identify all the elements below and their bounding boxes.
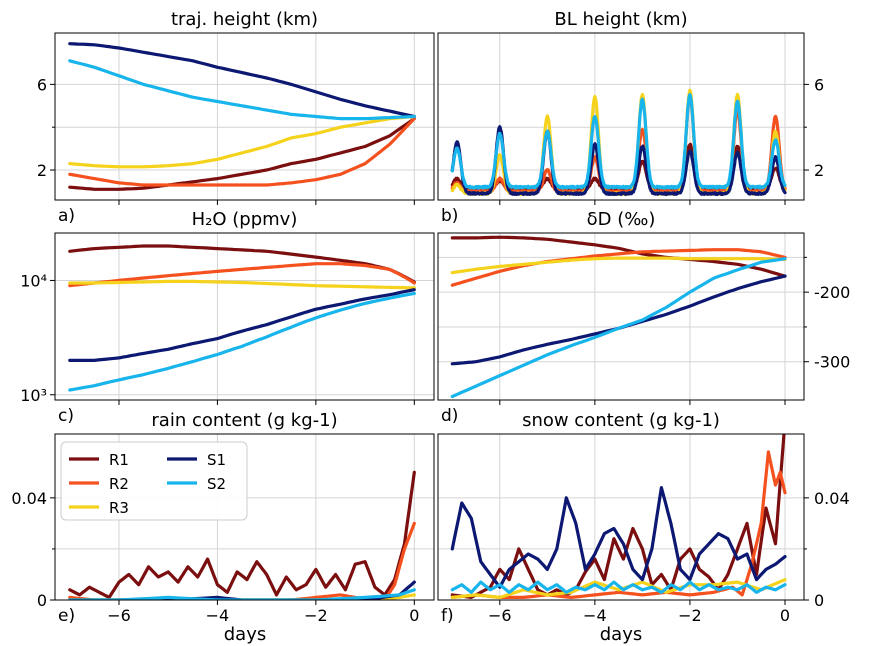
y-tick-label: 10⁴ — [20, 271, 47, 290]
x-axis-label-left: days — [224, 624, 267, 645]
y-tick-label: 10³ — [20, 386, 47, 405]
legend-label-S2: S2 — [207, 475, 226, 493]
plot-frame — [437, 32, 805, 201]
legend-label-R2: R2 — [109, 475, 129, 493]
x-tick-label: 0 — [780, 606, 790, 625]
plot-frame — [437, 433, 805, 601]
panel-title: rain content (g kg-1) — [151, 410, 337, 431]
panel-b: 2 6 BL height (km) b) — [437, 9, 824, 226]
series-group — [68, 244, 416, 392]
plot-frame — [54, 32, 435, 201]
panel-title: traj. height (km) — [171, 9, 318, 30]
series-line-S2 — [450, 580, 787, 594]
panel-title: H₂O (ppmv) — [192, 209, 298, 230]
series-line-R1 — [68, 244, 416, 284]
x-tick-label: −6 — [107, 606, 131, 625]
plot-frame — [437, 232, 805, 401]
series-line-S2 — [450, 93, 787, 190]
panel-d: -200 -300 δD (‰) d) — [437, 209, 850, 426]
series-line-R2 — [68, 262, 416, 288]
x-tick-label: −4 — [206, 606, 230, 625]
series-group — [68, 42, 416, 191]
series-line-R3 — [68, 279, 416, 290]
series-line-R2 — [68, 117, 416, 187]
y-tick-label: 0.04 — [814, 489, 850, 508]
legend: R1 R2 R3 S1 S2 — [60, 441, 248, 521]
panel-f: 0 0.04 −6 −4 −2 0 snow content (g kg-1) f) — [437, 410, 850, 626]
y-tick-label: 2 — [37, 161, 47, 180]
series-line-S2 — [68, 588, 416, 600]
legend-label-R3: R3 — [109, 499, 129, 517]
plot-frame — [54, 433, 435, 601]
series-line-R1 — [450, 434, 786, 599]
legend-label-R1: R1 — [109, 451, 129, 469]
series-line-R1 — [68, 117, 416, 191]
panel-label: c) — [58, 406, 74, 426]
series-group — [450, 434, 787, 599]
panel-title: δD (‰) — [587, 209, 656, 230]
panel-label: f) — [441, 606, 454, 626]
series-group — [450, 88, 787, 196]
legend-label-S1: S1 — [207, 451, 226, 469]
series-line-S2 — [450, 257, 787, 399]
series-line-S1 — [450, 125, 787, 196]
x-tick-label: 0 — [409, 606, 419, 625]
series-group — [68, 470, 416, 600]
y-tick-label: 0.04 — [11, 489, 47, 508]
series-line-R3 — [450, 578, 787, 599]
panel-label: b) — [441, 206, 458, 226]
x-tick-label: −4 — [583, 606, 607, 625]
x-tick-label: −6 — [488, 606, 512, 625]
y-tick-label: 0 — [37, 591, 47, 610]
y-tick-label: 6 — [37, 75, 47, 94]
panel-c: 10³ 10⁴ H₂O (ppmv) c) — [20, 209, 435, 426]
y-tick-label: 0 — [814, 591, 824, 610]
panel-label: a) — [58, 206, 75, 226]
series-line-R3 — [68, 593, 416, 600]
panel-a: 2 6 traj. height (km) a) — [37, 9, 435, 226]
panel-title: snow content (g kg-1) — [522, 410, 720, 431]
series-line-S1 — [68, 288, 416, 362]
series-line-R1 — [450, 235, 787, 278]
x-axis-label-right: days — [600, 624, 643, 645]
x-tick-label: −2 — [304, 606, 328, 625]
series-line-S1 — [450, 486, 787, 589]
series-line-S1 — [68, 42, 416, 119]
y-tick-label: 2 — [814, 161, 824, 180]
panel-label: d) — [441, 406, 458, 426]
y-tick-label: -200 — [814, 283, 850, 302]
panel-title: BL height (km) — [554, 9, 687, 30]
series-group — [450, 235, 787, 399]
series-line-R1 — [68, 470, 416, 599]
series-line-S2 — [68, 291, 416, 392]
y-tick-label: -300 — [814, 353, 850, 372]
plot-frame — [54, 232, 435, 401]
x-tick-label: −2 — [678, 606, 702, 625]
series-line-R3 — [68, 114, 416, 169]
series-line-R2 — [450, 450, 787, 599]
legend-box — [60, 441, 248, 521]
series-line-R2 — [450, 248, 787, 287]
series-line-S1 — [450, 274, 787, 366]
series-line-R3 — [450, 256, 787, 275]
series-line-S2 — [68, 59, 416, 121]
y-tick-label: 6 — [814, 75, 824, 94]
panel-label: e) — [58, 606, 75, 626]
